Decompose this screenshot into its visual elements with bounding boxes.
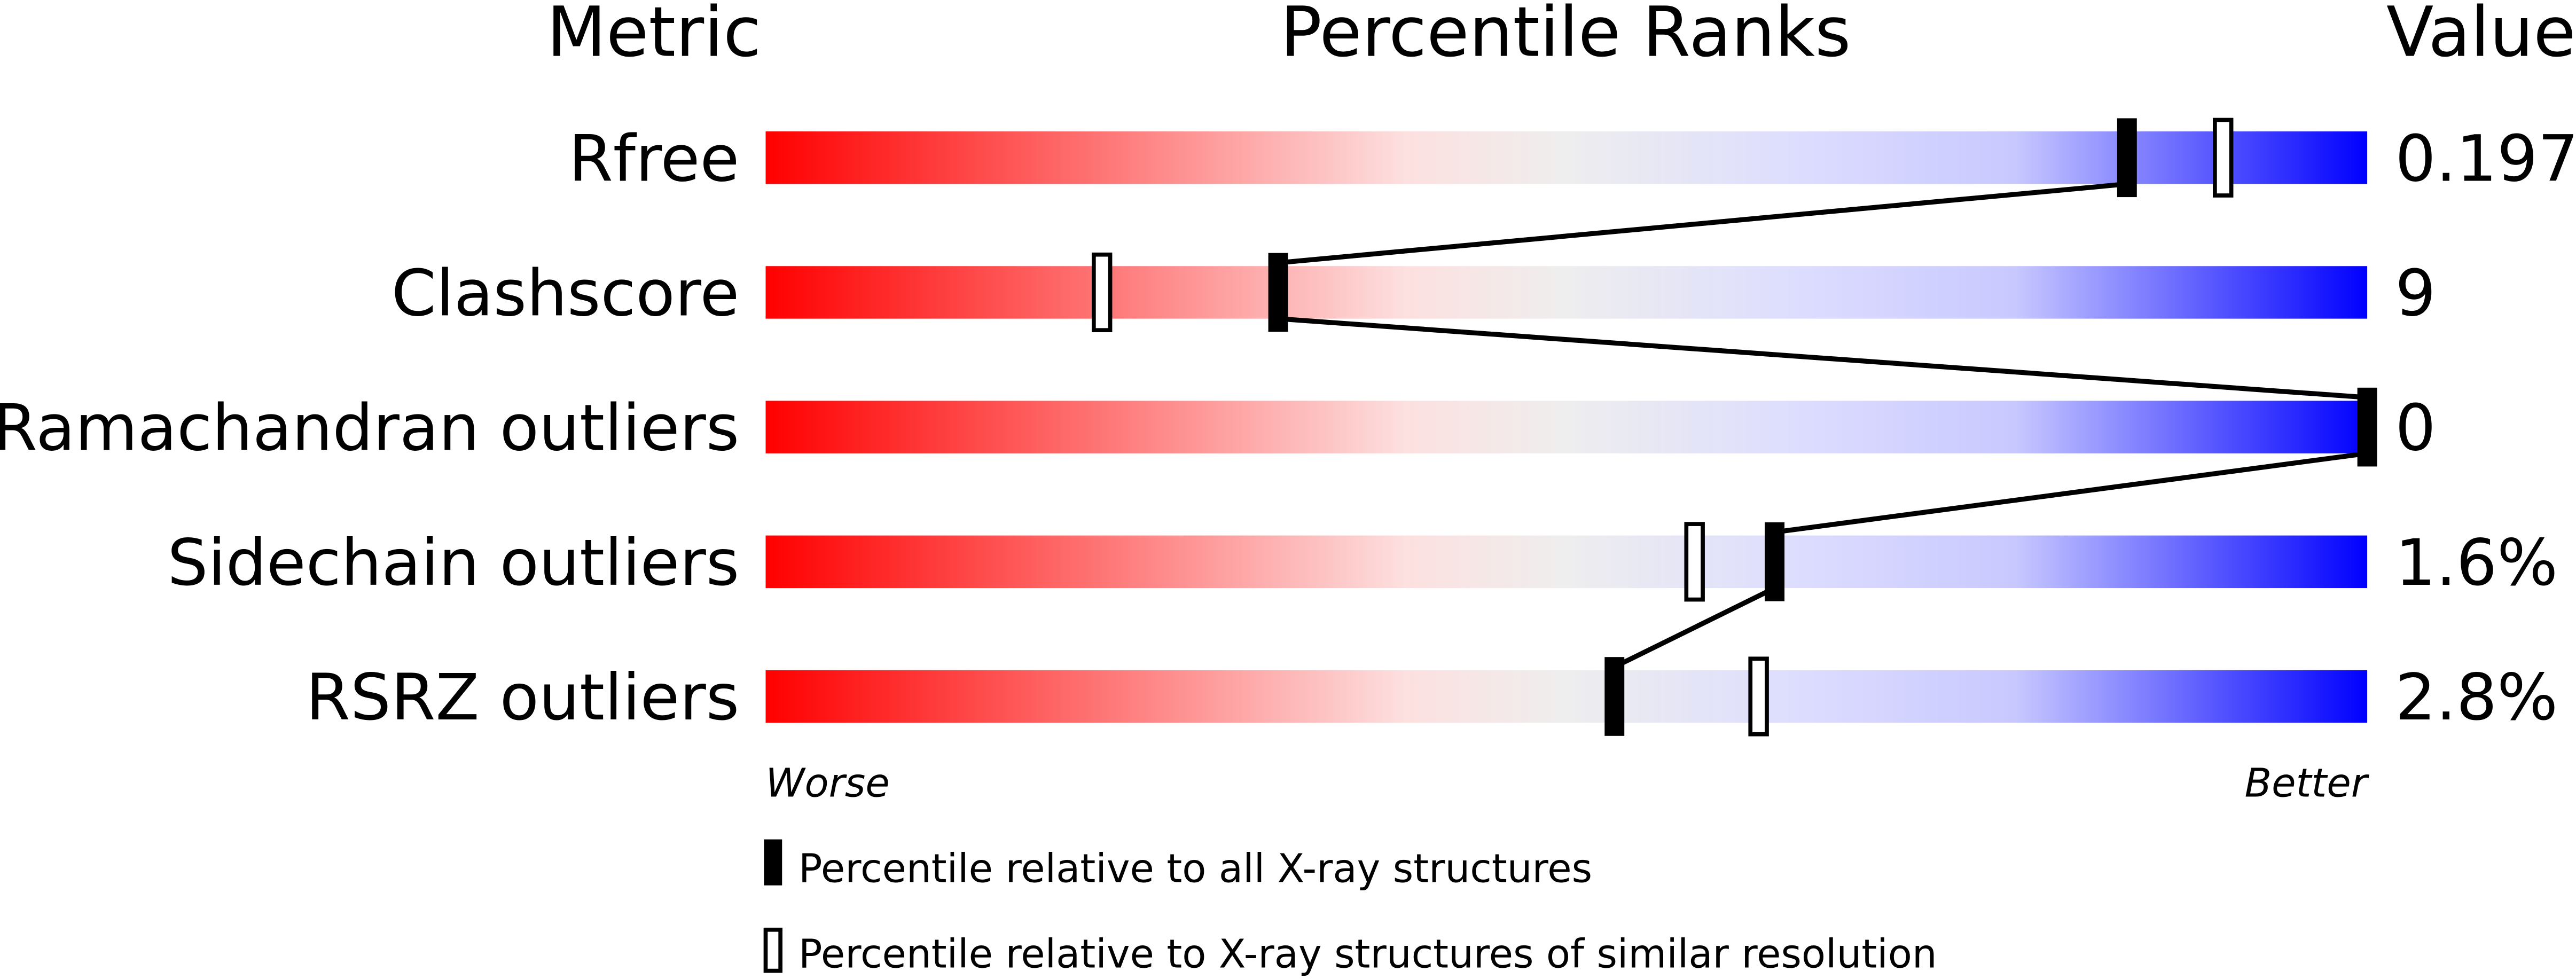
metric-value: 1.6%: [2395, 526, 2558, 600]
metric-label: Rfree: [568, 122, 739, 196]
header-metric: Metric: [547, 0, 762, 73]
metric-label: RSRZ outliers: [306, 661, 740, 735]
percentile-bar: [765, 535, 2368, 589]
legend-all-structures: Percentile relative to all X-ray structu…: [798, 846, 1592, 892]
similar-resolution-marker: [1091, 252, 1113, 333]
all-structures-marker: [1765, 522, 1785, 601]
connector-line: [1613, 585, 1776, 669]
connector-line: [1278, 316, 2368, 400]
percentile-bar: [765, 401, 2368, 453]
similar-resolution-marker: [1684, 522, 1705, 602]
all-structures-marker: [2357, 387, 2377, 467]
legend-similar-resolution: Percentile relative to X-ray structures …: [798, 931, 1937, 977]
percentile-bar: [765, 670, 2368, 723]
connector-line: [1278, 181, 2127, 265]
all-structures-marker: [1268, 253, 1288, 332]
percentile-bar: [765, 266, 2368, 319]
worse-label: Worse: [765, 761, 889, 806]
connector-line: [1774, 451, 2368, 535]
metric-value: 2.8%: [2395, 661, 2558, 735]
similar-resolution-marker: [2213, 118, 2234, 198]
all-structures-marker: [1604, 657, 1625, 736]
legend-open-marker-icon: [763, 927, 783, 973]
header-value: Value: [2386, 0, 2576, 73]
metric-value: 0: [2395, 391, 2436, 466]
metric-value: 0.197: [2395, 122, 2576, 196]
header-percentile-ranks: Percentile Ranks: [1280, 0, 1851, 73]
metric-label: Ramachandran outliers: [0, 391, 739, 466]
similar-resolution-marker: [1748, 656, 1769, 737]
better-label: Better: [2244, 761, 2369, 806]
legend-filled-marker-icon: [764, 839, 782, 886]
metric-label: Sidechain outliers: [167, 526, 739, 600]
metric-value: 9: [2395, 256, 2436, 331]
metric-label: Clashscore: [392, 256, 739, 331]
all-structures-marker: [2117, 118, 2137, 198]
percentile-bar: [765, 131, 2368, 184]
